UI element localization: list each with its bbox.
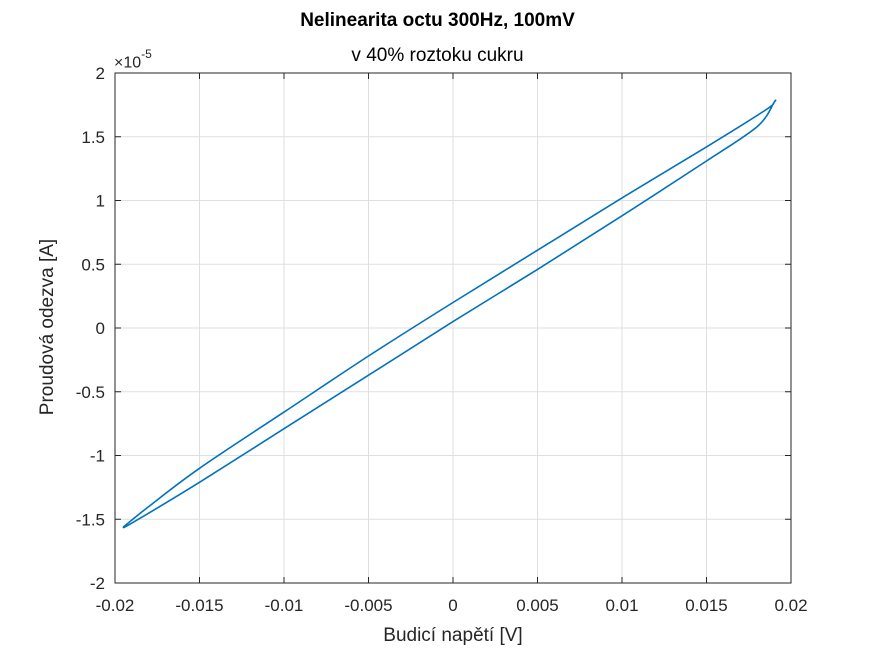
y-tick-label: 1 — [96, 192, 105, 211]
x-tick-label: -0.02 — [96, 596, 135, 615]
series-line — [122, 99, 777, 529]
x-tick-label: 0.015 — [685, 596, 728, 615]
y-tick-label: -2 — [90, 574, 105, 593]
y-tick-label: 0 — [96, 319, 105, 338]
y-exponent-base: ×10 — [114, 54, 142, 72]
y-tick-label: -0.5 — [76, 383, 105, 402]
x-tick-label: -0.015 — [175, 596, 223, 615]
y-tick-label: 2 — [96, 64, 105, 83]
chart-subtitle: v 40% roztoku cukru — [351, 45, 524, 66]
y-axis-exponent: ×10-5 — [114, 47, 152, 72]
y-exponent-power: -5 — [141, 47, 152, 61]
chart-title: Nelinearita octu 300Hz, 100mV — [300, 10, 575, 31]
x-tick-label: 0.005 — [516, 596, 559, 615]
x-tick-label: 0 — [448, 596, 457, 615]
x-axis-label: Budicí napětí [V] — [383, 625, 523, 646]
y-tick-label: -1 — [90, 447, 105, 466]
x-tick-label: -0.005 — [344, 596, 392, 615]
y-tick-label: 1.5 — [81, 128, 105, 147]
y-tick-label: -1.5 — [76, 510, 105, 529]
x-tick-label: -0.01 — [265, 596, 304, 615]
y-tick-label: 0.5 — [81, 255, 105, 274]
x-tick-label: 0.01 — [605, 596, 638, 615]
x-tick-label: 0.02 — [774, 596, 807, 615]
